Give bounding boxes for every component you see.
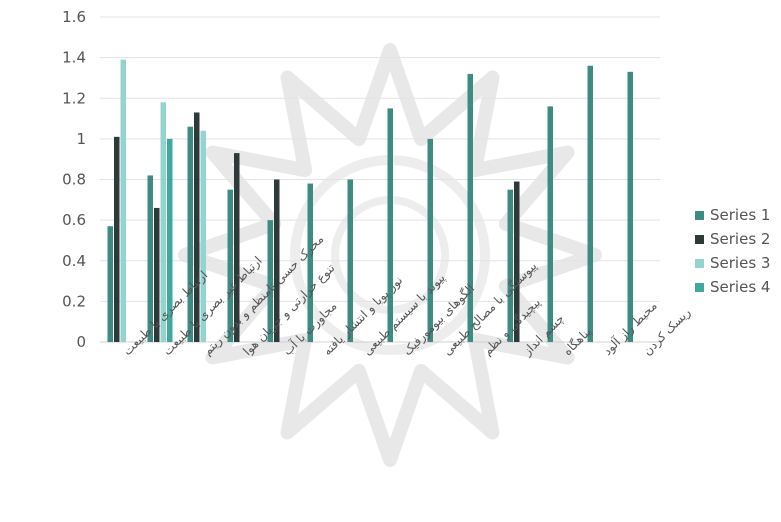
legend-label: Series 3 bbox=[710, 254, 770, 272]
bar bbox=[467, 73, 473, 343]
bar bbox=[267, 220, 273, 343]
bar bbox=[347, 179, 353, 342]
legend-swatch bbox=[695, 259, 704, 268]
bar bbox=[154, 207, 160, 342]
y-tick-label: 1.6 bbox=[62, 8, 86, 26]
legend: Series 1 Series 2 Series 3 Series 4 bbox=[695, 206, 770, 296]
x-tick-label: الگوهای بیومورفیک bbox=[400, 281, 478, 359]
legend-label: Series 4 bbox=[710, 278, 770, 296]
bar bbox=[587, 65, 593, 342]
y-tick-label: 0.4 bbox=[62, 252, 86, 270]
bar bbox=[200, 130, 206, 342]
bar bbox=[627, 71, 633, 342]
bar bbox=[187, 126, 193, 342]
watermark-star bbox=[178, 43, 602, 467]
bar bbox=[427, 138, 433, 343]
bar bbox=[167, 138, 173, 343]
legend-label: Series 1 bbox=[710, 206, 770, 224]
legend-swatch bbox=[695, 283, 704, 292]
legend-swatch bbox=[695, 211, 704, 220]
y-tick-label: 0.6 bbox=[62, 211, 86, 229]
bar bbox=[227, 189, 233, 342]
y-tick-label: 1 bbox=[76, 130, 86, 148]
bar bbox=[234, 153, 240, 342]
bar bbox=[107, 226, 113, 342]
bar bbox=[514, 181, 520, 342]
y-tick-label: 0.2 bbox=[62, 292, 86, 310]
bar bbox=[274, 179, 280, 342]
legend-label: Series 2 bbox=[710, 230, 770, 248]
gridlines bbox=[100, 16, 660, 343]
bar bbox=[147, 175, 153, 342]
bars bbox=[107, 59, 633, 343]
y-axis-ticks: 0 0.2 0.4 0.6 0.8 1 1.2 1.4 1.6 bbox=[62, 8, 86, 351]
bar bbox=[160, 102, 166, 342]
y-tick-label: 0 bbox=[76, 333, 86, 351]
bar bbox=[387, 108, 393, 342]
bar bbox=[507, 189, 513, 342]
y-tick-label: 1.2 bbox=[62, 89, 86, 107]
y-tick-label: 0.8 bbox=[62, 171, 86, 189]
y-tick-label: 1.4 bbox=[62, 49, 86, 67]
bar bbox=[307, 183, 313, 342]
bar bbox=[114, 136, 120, 342]
bar bbox=[120, 59, 126, 342]
bar bbox=[194, 112, 200, 342]
bar bbox=[547, 106, 553, 342]
legend-swatch bbox=[695, 235, 704, 244]
